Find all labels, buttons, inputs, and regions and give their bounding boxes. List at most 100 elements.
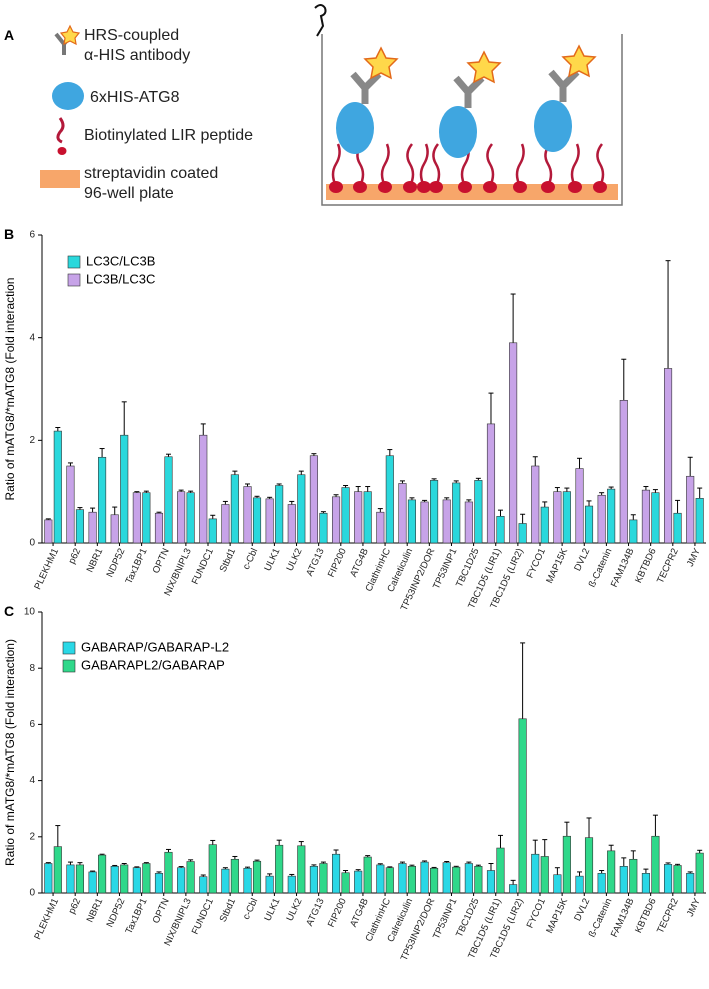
bar [53,430,62,544]
x-tick-label: ULK2 [285,547,305,573]
legend-swatch [62,641,76,655]
bar [531,853,540,894]
bar [474,480,483,544]
x-tick-label: NDP52 [105,897,128,929]
peptide-icon [56,117,65,144]
bar [407,866,417,894]
legend-text: streptavidin coated [84,165,218,182]
bar [88,871,97,894]
bar [309,866,318,894]
x-tick-label: DVL2 [572,547,592,573]
bar [252,497,262,544]
legend-text: 96-well plate [84,185,174,202]
x-tick-label: ULK2 [285,897,305,923]
bar [120,434,129,544]
bar [297,474,306,544]
y-tick-label: 8 [29,663,35,674]
bar [575,875,584,894]
x-tick-label: NDP52 [105,547,128,579]
bar [132,492,141,544]
bar [164,851,173,894]
bar [442,862,451,894]
x-tick-label: TECPR2 [655,897,681,936]
bar [208,844,217,894]
bar [154,873,164,894]
y-tick-label: 4 [29,775,35,786]
bar [695,498,704,544]
y-tick-label: 6 [29,719,35,730]
antibody [548,69,580,102]
bar [154,512,164,544]
bar [243,867,252,894]
bar [619,866,628,894]
x-tick-label: Stbd1 [218,547,238,574]
bar [629,519,638,544]
x-tick-label: MAP15K [544,896,570,935]
atg8-icon [52,82,84,110]
bar [651,492,660,544]
x-tick-label: FIP200 [326,897,349,929]
bar [597,873,606,894]
bar [607,850,616,894]
bar [420,861,429,894]
bar [142,492,151,544]
bar [53,846,62,894]
x-tick-label: c-Cbl [241,897,260,922]
bar [474,866,483,894]
bar [553,874,562,894]
bar [309,455,318,544]
panel-label: C [4,603,14,619]
bar [562,491,571,544]
bar [663,864,673,894]
bar [562,835,571,894]
bar [319,863,328,894]
x-tick-label: FIP200 [326,547,349,579]
bar [385,867,394,894]
x-tick-label: p62 [67,547,84,566]
x-tick-label: JMY [685,546,703,568]
legend-swatch [67,273,81,287]
bar [553,491,562,544]
x-tick-label: ATG13 [304,897,326,928]
peptide [515,143,525,187]
x-tick-label: Tax1BP1 [124,897,150,936]
x-tick-label: PLEKHM1 [32,547,61,592]
bar [363,856,372,894]
bar [663,368,673,544]
bar [199,434,208,544]
x-tick-label: JMY [685,896,703,918]
biotin [593,181,607,193]
bar [629,858,638,894]
x-tick-label: Tax1BP1 [124,547,150,586]
bar [376,511,385,544]
bar [641,873,650,894]
bar [464,501,473,544]
bar [430,480,439,544]
bar [496,847,505,894]
legend-label: LC3B/LC3C [86,271,155,286]
bar [186,861,195,894]
x-tick-label: ATG4B [348,547,371,579]
y-tick-label: 0 [29,538,35,549]
legend-swatch [62,659,76,673]
bar [265,875,274,894]
bar [199,876,208,894]
x-tick-label: ATG13 [304,547,326,578]
bar [354,491,363,544]
x-tick-label: FYCO1 [525,547,548,580]
peptide [406,143,415,187]
bar [75,864,84,894]
bar [243,486,252,544]
bar [331,853,341,894]
bar [132,867,141,894]
plate-icon [40,170,80,188]
atg8 [336,102,374,154]
bar [177,867,186,894]
y-tick-label: 2 [29,831,35,842]
bar [88,511,97,544]
bar [75,509,84,544]
biotin [417,181,431,193]
bar [98,456,107,544]
x-tick-label: TECPR2 [655,547,681,586]
bar [66,864,75,894]
